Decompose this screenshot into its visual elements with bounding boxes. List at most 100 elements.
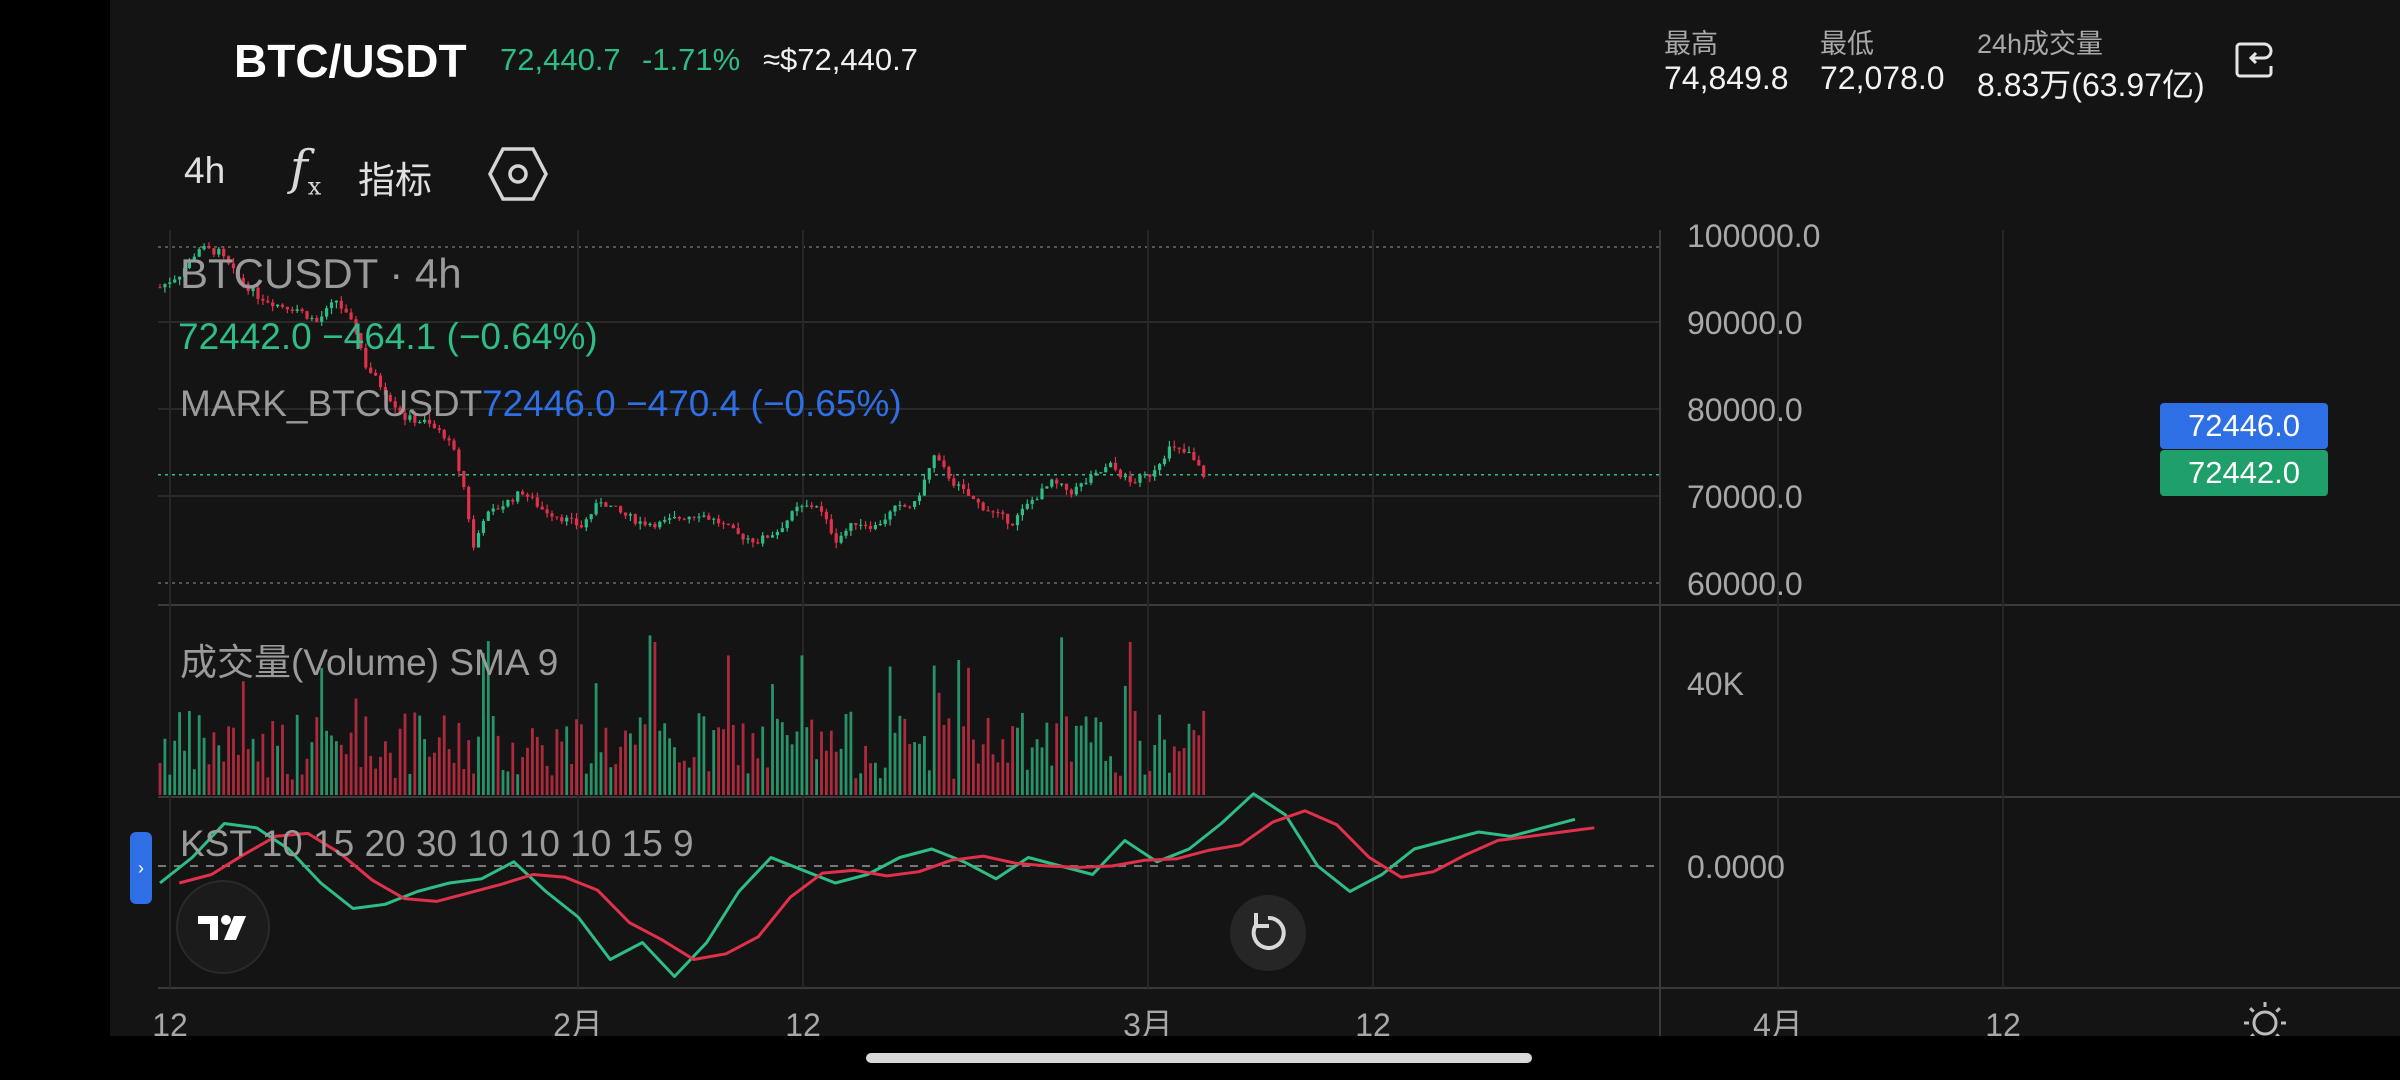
candle-body: [996, 512, 1000, 514]
volume-bar: [864, 745, 867, 795]
candle-body: [824, 511, 828, 520]
candle-body: [736, 528, 740, 534]
candle-body: [423, 419, 427, 423]
volume-bar: [878, 778, 882, 795]
candle-body: [594, 503, 598, 515]
share-icon[interactable]: [2234, 40, 2274, 80]
volume-bar: [805, 727, 809, 795]
volume-bar: [687, 767, 691, 795]
volume-bar: [1158, 714, 1161, 795]
volume-bar: [619, 746, 622, 795]
sun-core: [2252, 1010, 2278, 1036]
volume-bar: [550, 775, 554, 795]
volume-bar: [433, 752, 436, 795]
candle-body: [932, 455, 936, 469]
kst-line: [159, 792, 1576, 978]
candle-body: [467, 486, 471, 520]
candle-body: [976, 499, 980, 503]
interval-selector[interactable]: 4h: [184, 150, 226, 191]
candle-body: [241, 278, 245, 284]
candle-body: [653, 523, 657, 528]
expand-panel-handle[interactable]: ›: [130, 832, 152, 904]
candle-body: [829, 519, 833, 534]
sun-ray: [2275, 1033, 2281, 1036]
volume-bar: [913, 742, 916, 795]
volume-bar: [359, 767, 363, 795]
volume-bar: [276, 745, 279, 795]
candle-body: [227, 256, 231, 264]
volume-bar: [967, 667, 970, 795]
volume-bar: [295, 714, 299, 795]
volume-bar: [859, 773, 863, 795]
candle-body: [1045, 486, 1049, 489]
high-value: 74,849.8: [1664, 60, 1789, 96]
volume-bar: [428, 756, 431, 795]
candle-body: [712, 518, 716, 520]
candle-body: [290, 309, 294, 311]
volume-bar: [418, 715, 422, 795]
volume-bar: [241, 681, 245, 795]
volume-bar: [658, 730, 662, 795]
candle-body: [908, 506, 912, 508]
volume-bar: [741, 723, 745, 795]
candle-body: [388, 395, 392, 402]
volume-bar: [766, 767, 769, 795]
pair-symbol[interactable]: BTC/USDT: [234, 35, 467, 87]
reset-chart-icon[interactable]: [1230, 895, 1306, 971]
candle-body: [1011, 523, 1015, 526]
volume-bar: [374, 768, 377, 795]
candle-body: [383, 387, 387, 396]
candle-body: [246, 283, 250, 292]
volume-bar: [614, 764, 618, 795]
volume-bar: [1099, 722, 1103, 795]
candle-body: [1015, 515, 1020, 526]
candle-body: [1109, 462, 1113, 468]
candle-body: [883, 519, 887, 525]
chart-grid: [158, 230, 2400, 1036]
price-change-percent: -1.71%: [642, 42, 741, 77]
volume-bar: [158, 762, 162, 795]
candle-body: [766, 535, 770, 538]
candle-body: [971, 495, 975, 500]
candle-body: [472, 519, 476, 548]
candle-body: [300, 309, 304, 312]
candle-body: [839, 535, 843, 543]
volume-bar: [820, 731, 823, 795]
kst-tick-label: 0.0000: [1687, 849, 1785, 885]
fx-icon[interactable]: fx: [290, 140, 321, 201]
candle-body: [158, 287, 162, 289]
volume-bar: [776, 718, 779, 795]
candle-body: [785, 520, 789, 529]
indicators-button[interactable]: 指标: [358, 160, 432, 201]
last-price-tag: 72442.0: [2160, 450, 2328, 496]
candle-body: [217, 248, 221, 255]
candle-body: [1089, 475, 1093, 483]
candle-body: [476, 533, 481, 548]
volume-bar: [589, 763, 593, 795]
last-price: 72,440.7: [500, 42, 621, 77]
candle-body: [849, 523, 853, 531]
volume-bar: [1138, 740, 1142, 795]
candle-body: [178, 276, 182, 280]
candle-body: [521, 491, 525, 495]
candle-body: [1187, 452, 1191, 454]
candle-body: [584, 519, 588, 528]
candle-body: [864, 524, 868, 526]
candle-body: [1113, 462, 1118, 470]
legend-title: BTCUSDT · 4h: [180, 250, 462, 297]
volume-bar: [545, 765, 549, 795]
candle-body: [800, 506, 804, 508]
price-chart[interactable]: 100000.0 90000.0 80000.0 70000.0 60000.0 12 2月…: [110, 0, 2400, 1036]
volume-bar: [178, 712, 181, 795]
hexagon-settings-icon[interactable]: [488, 144, 548, 204]
home-indicator[interactable]: [866, 1053, 1532, 1063]
theme-sun-icon: [2244, 1002, 2286, 1036]
candle-body: [672, 517, 677, 519]
volume-bar: [972, 739, 975, 795]
candle-body: [628, 514, 632, 516]
volume-bar: [584, 773, 588, 795]
volume-bar: [266, 777, 270, 795]
candle-body: [1050, 479, 1054, 487]
volume-bar: [599, 752, 603, 795]
tradingview-logo-icon[interactable]: [176, 880, 270, 974]
